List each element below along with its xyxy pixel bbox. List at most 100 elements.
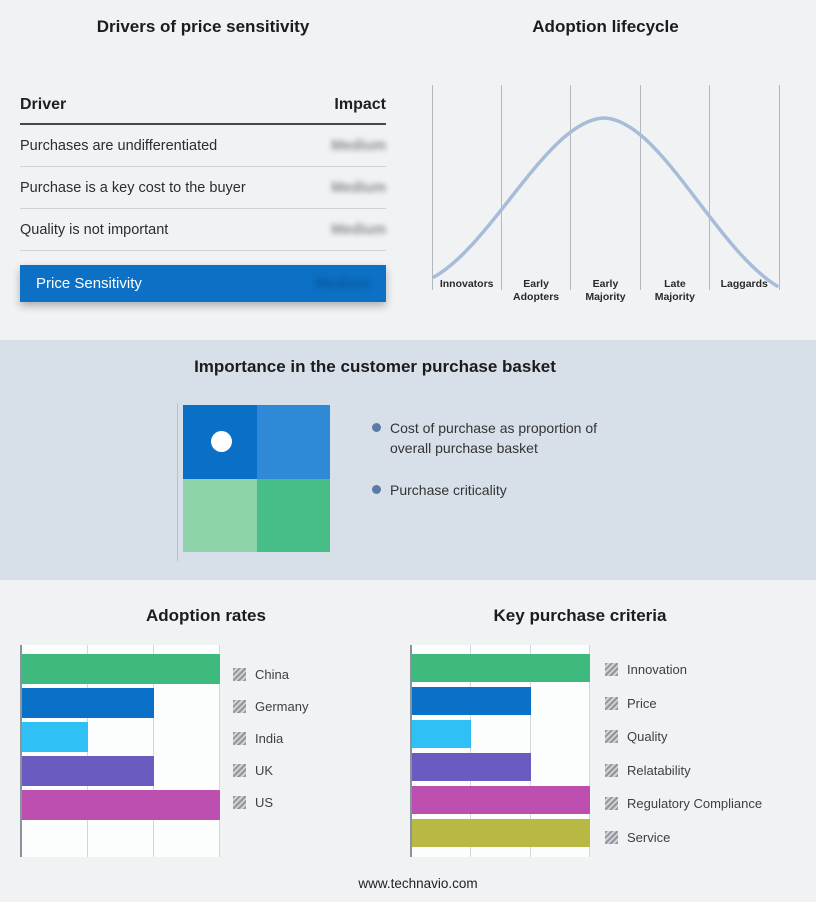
bar-relatability — [412, 753, 531, 781]
price-sensitivity-bar: Price Sensitivity Medium — [20, 265, 386, 302]
stage-label-early-adopters: Early Adopters — [513, 278, 560, 303]
legend-label: UK — [255, 762, 274, 778]
stage-label-early-majority: Early Majority — [585, 278, 626, 303]
gridline — [431, 85, 433, 290]
bar-price — [412, 687, 531, 715]
drivers-table: Driver Impact Purchases are undifferenti… — [20, 92, 386, 302]
legend-item: Price — [605, 687, 762, 721]
gridline — [470, 645, 472, 857]
key-purchase-criteria-chart: Innovation Price Quality Relatability Regula… — [410, 645, 810, 857]
stage-labels: Innovators Early Adopters Early Majority… — [432, 278, 779, 303]
driver-cell: Purchase is a key cost to the buyer — [20, 179, 246, 196]
quadrant-axis-line — [177, 403, 178, 561]
plot — [410, 645, 590, 857]
hatched-swatch-icon — [233, 699, 246, 713]
legend-item: Innovation — [605, 653, 762, 687]
legend-label: US — [255, 794, 274, 810]
gridline — [778, 85, 780, 290]
hatched-swatch-icon — [233, 731, 246, 745]
impact-cell-blurred: Medium — [315, 275, 370, 292]
legend-item: Relatability — [605, 754, 762, 788]
lifecycle-curve — [432, 116, 779, 288]
hatched-swatch-icon — [233, 795, 246, 809]
bar-india — [22, 722, 88, 752]
hatched-swatch-icon — [605, 830, 618, 844]
bullet-item: Purchase criticality — [372, 480, 642, 500]
legend-item: Regulatory Compliance — [605, 787, 762, 821]
drivers-title: Drivers of price sensitivity — [96, 17, 310, 36]
gridline — [589, 645, 590, 857]
basket-title: Importance in the customer purchase bask… — [194, 357, 556, 376]
key-purchase-criteria-title: Key purchase criteria — [493, 606, 667, 625]
table-row: Quality is not important Medium — [20, 209, 386, 251]
legend: China Germany India UK US — [233, 658, 308, 818]
table-header: Driver Impact — [20, 92, 386, 125]
hatched-swatch-icon — [605, 696, 618, 710]
bar-regulatory-compliance — [412, 786, 590, 814]
legend-item: Germany — [233, 690, 308, 722]
gridline — [570, 85, 572, 290]
bullet-icon — [372, 484, 381, 494]
impact-cell-blurred: Medium — [331, 221, 386, 238]
gridline — [639, 85, 641, 290]
driver-cell: Quality is not important — [20, 221, 169, 238]
adoption-rates-title: Adoption rates — [146, 606, 266, 625]
bar-quality — [412, 720, 472, 748]
column-impact: Impact — [334, 96, 386, 113]
gridline — [152, 645, 154, 857]
legend-label: Regulatory Compliance — [627, 796, 763, 812]
bar-us — [22, 790, 220, 820]
quadrant-cell-bottom-right — [256, 478, 330, 552]
website-url: www.technavio.com — [358, 876, 478, 891]
bar-innovation — [412, 654, 590, 682]
lifecycle-title: Adoption lifecycle — [532, 17, 679, 36]
plot — [20, 645, 220, 857]
hatched-swatch-icon — [605, 797, 618, 811]
bell-curve-svg — [432, 116, 779, 288]
purchase-basket-section — [0, 340, 816, 580]
stage-label-late-majority: Late Majority — [654, 278, 695, 303]
position-dot — [211, 431, 232, 452]
hatched-swatch-icon — [233, 667, 246, 681]
legend-label: India — [255, 730, 284, 746]
driver-cell: Purchases are undifferentiated — [20, 137, 218, 154]
price-sensitivity-label: Price Sensitivity — [36, 275, 142, 292]
bullet-icon — [372, 423, 381, 432]
gridline — [500, 85, 502, 290]
legend-label: Quality — [627, 729, 668, 745]
hatched-swatch-icon — [605, 730, 618, 744]
gridline — [529, 645, 531, 857]
legend-label: China — [255, 666, 289, 682]
legend-item: US — [233, 786, 308, 818]
hatched-swatch-icon — [233, 763, 246, 777]
purchase-basket-quadrant — [183, 405, 330, 552]
bar-uk — [22, 756, 154, 786]
table-row: Purchase is a key cost to the buyer Medi… — [20, 167, 386, 209]
legend-item: India — [233, 722, 308, 754]
legend-item: Service — [605, 821, 762, 855]
bullet-text: Cost of purchase as proportion of overal… — [390, 420, 598, 457]
legend-label: Relatability — [627, 762, 691, 778]
hatched-swatch-icon — [605, 763, 618, 777]
impact-cell-blurred: Medium — [331, 137, 386, 154]
adoption-lifecycle-chart: Innovators Early Adopters Early Majority… — [431, 85, 780, 303]
legend-label: Price — [627, 695, 657, 711]
hatched-swatch-icon — [605, 663, 618, 677]
gridline — [219, 645, 220, 857]
bar-service — [412, 819, 590, 847]
quadrant-cell-top-right — [256, 405, 330, 479]
bar-china — [22, 654, 220, 684]
stage-label-innovators: Innovators — [439, 278, 494, 290]
impact-cell-blurred: Medium — [331, 179, 386, 196]
legend-item: Quality — [605, 720, 762, 754]
adoption-rates-chart: China Germany India UK US — [20, 645, 400, 857]
bullet-text: Purchase criticality — [390, 481, 507, 498]
quadrant-cell-top-left — [183, 405, 257, 479]
bar-germany — [22, 688, 154, 718]
legend-label: Germany — [255, 698, 309, 714]
legend: Innovation Price Quality Relatability Regula… — [605, 653, 762, 854]
legend-item: UK — [233, 754, 308, 786]
quadrant-cell-bottom-left — [183, 478, 257, 552]
bullet-item: Cost of purchase as proportion of overal… — [372, 418, 642, 459]
stage-label-laggards: Laggards — [720, 278, 768, 290]
